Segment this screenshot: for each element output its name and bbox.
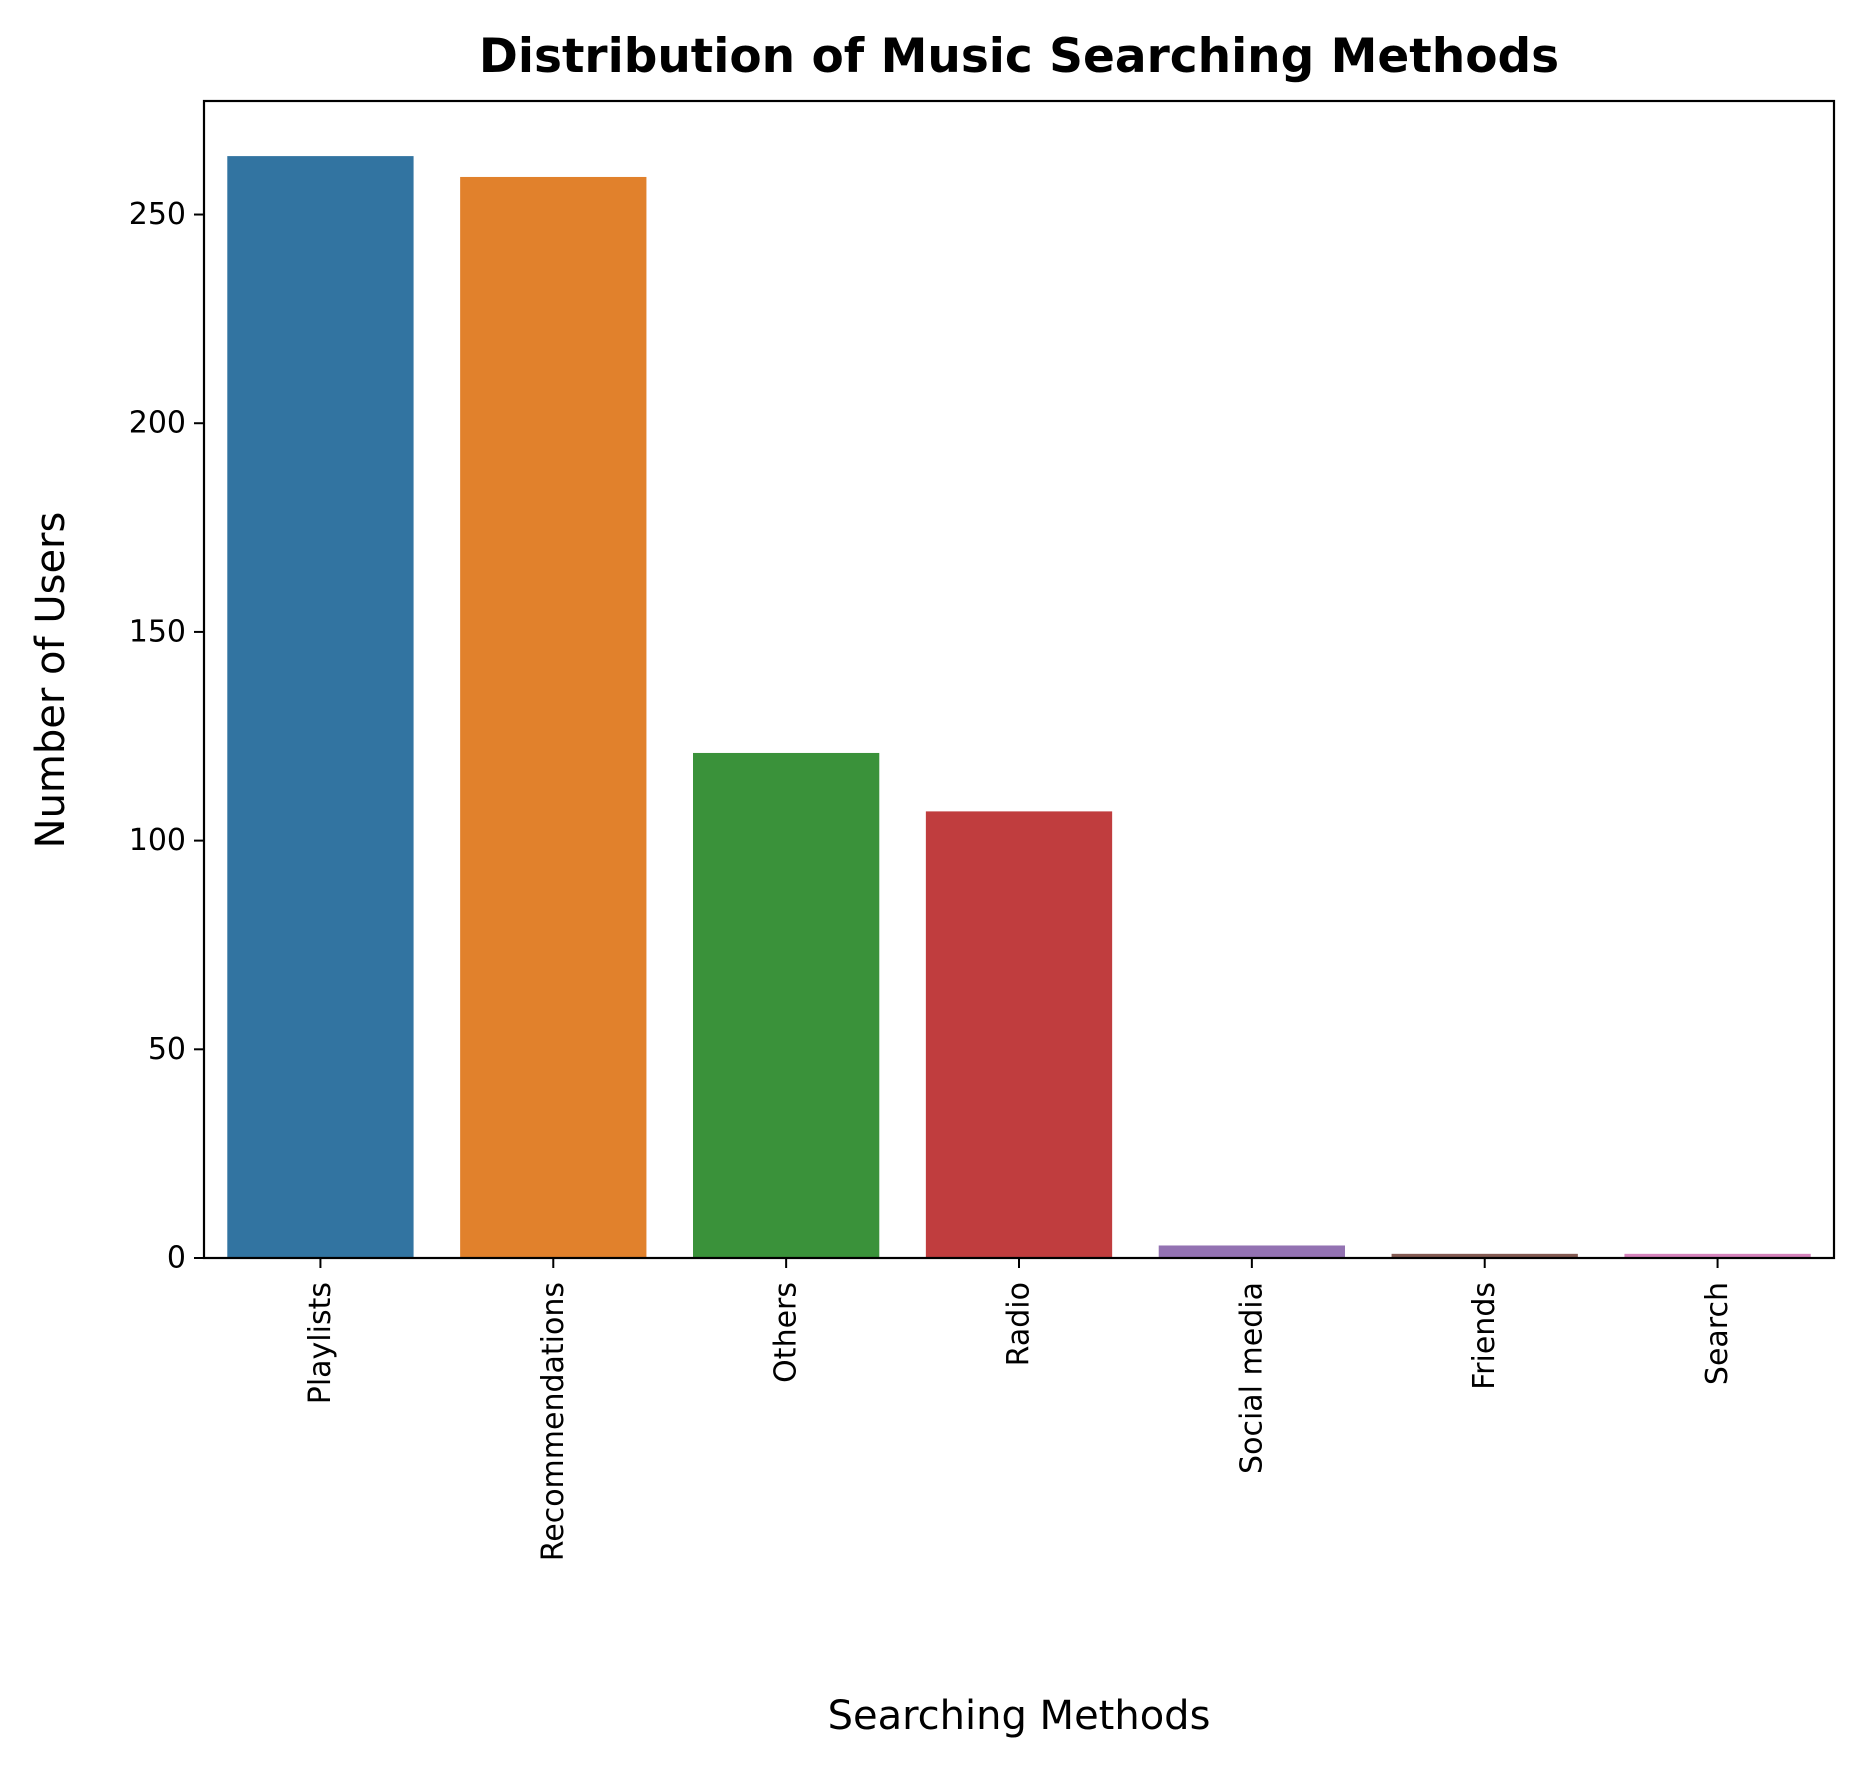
bar-search bbox=[1624, 1253, 1811, 1258]
bar-social-media bbox=[1158, 1245, 1345, 1258]
x-tick-label-search: Search bbox=[1700, 1282, 1735, 1385]
x-axis: Playlists Recommendations Others Radio Socia… bbox=[303, 1258, 1735, 1561]
bar-recommendations bbox=[460, 176, 647, 1259]
bar-playlists bbox=[227, 156, 414, 1259]
y-tick-label-0: 0 bbox=[167, 1241, 186, 1276]
bars-group bbox=[227, 156, 1811, 1259]
y-tick-label-100: 100 bbox=[129, 823, 186, 858]
x-tick-label-friends: Friends bbox=[1467, 1282, 1502, 1390]
x-tick-label-others: Others bbox=[769, 1282, 804, 1383]
plot-frame bbox=[202, 99, 1836, 1260]
bar-others bbox=[693, 752, 880, 1258]
x-tick-label-radio: Radio bbox=[1002, 1282, 1037, 1366]
x-tick-label-playlists: Playlists bbox=[303, 1282, 338, 1404]
y-tick-label-50: 50 bbox=[148, 1032, 186, 1067]
x-axis-label: Searching Methods bbox=[828, 1693, 1211, 1739]
y-axis-label: Number of Users bbox=[28, 512, 74, 849]
x-tick-label-social-media: Social media bbox=[1234, 1282, 1269, 1474]
y-tick-label-150: 150 bbox=[129, 614, 186, 649]
bar-radio bbox=[925, 811, 1113, 1258]
chart-title: Distribution of Music Searching Methods bbox=[479, 29, 1559, 84]
bar-friends bbox=[1391, 1253, 1578, 1258]
y-tick-label-200: 200 bbox=[129, 406, 186, 441]
y-axis: 0 50 100 150 200 250 bbox=[129, 197, 204, 1276]
x-tick-label-recommendations: Recommendations bbox=[536, 1282, 571, 1561]
y-tick-label-250: 250 bbox=[129, 197, 186, 232]
